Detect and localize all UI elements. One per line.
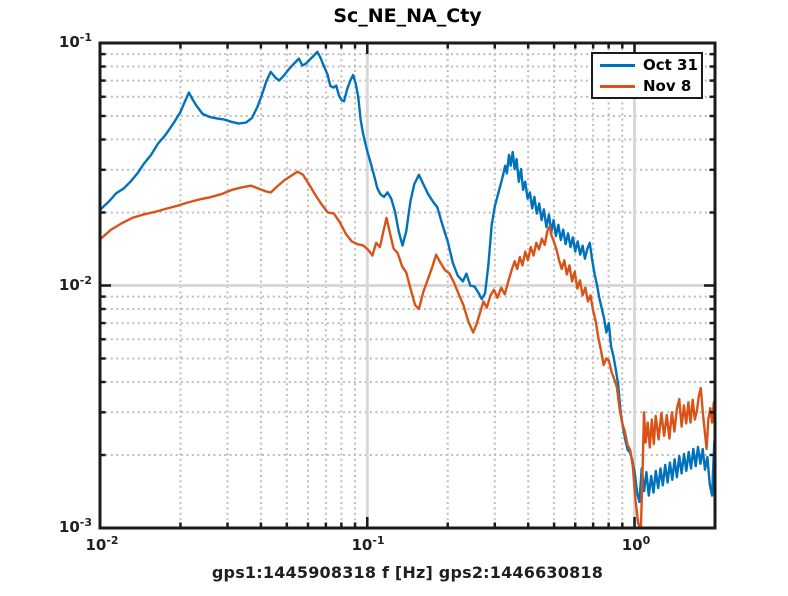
y-tick-label-1e-1: 10-1 [0, 32, 92, 52]
legend-label: Oct 31 [643, 56, 698, 74]
x-tick-exp: -2 [106, 534, 119, 547]
x-tick-base: 10 [351, 536, 373, 554]
legend-line-sample-blue [600, 63, 635, 67]
y-tick-label-1e-2: 10-2 [0, 275, 92, 295]
x-tick-label-1e-2: 10-2 [62, 535, 142, 555]
y-tick-base: 10 [58, 33, 80, 51]
legend-item-nov8: Nov 8 [593, 76, 701, 96]
x-tick-label-1e-1: 10-1 [328, 535, 408, 555]
legend-item-oct31: Oct 31 [593, 55, 701, 75]
y-tick-base: 10 [58, 518, 80, 536]
x-tick-exp: 0 [642, 534, 651, 547]
legend-box: Oct 31 Nov 8 [591, 52, 703, 99]
y-tick-label-1e-3: 10-3 [0, 517, 92, 537]
y-tick-exp: -1 [79, 31, 92, 44]
x-tick-exp: -1 [372, 534, 385, 547]
y-tick-base: 10 [58, 276, 80, 294]
x-axis-label: gps1:1445908318 f [Hz] gps2:1446630818 [211, 563, 604, 582]
x-tick-base: 10 [621, 536, 643, 554]
y-tick-exp: -2 [79, 274, 92, 287]
y-tick-exp: -3 [79, 516, 92, 529]
legend-label: Nov 8 [643, 77, 692, 95]
x-tick-label-1e0: 100 [596, 535, 676, 555]
plot-title: Sc_NE_NA_Cty [333, 5, 482, 27]
x-tick-base: 10 [85, 536, 107, 554]
legend-line-sample-orange [600, 84, 635, 88]
